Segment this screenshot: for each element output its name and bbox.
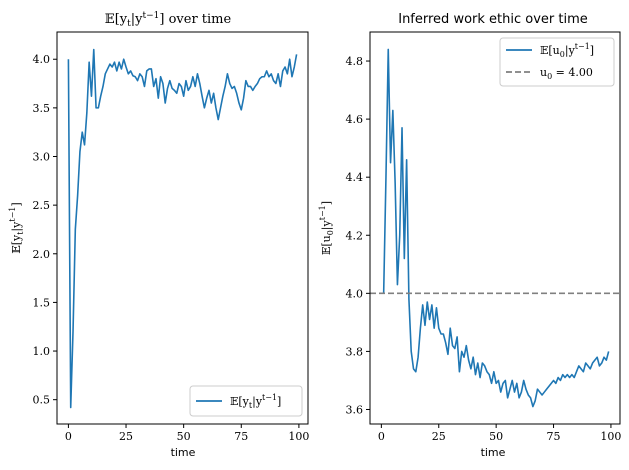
left-y-tick-label-5: 3.0 bbox=[33, 151, 51, 164]
right-x-axis-label: time bbox=[481, 446, 506, 459]
left-y-tick-label-2: 1.5 bbox=[33, 296, 51, 309]
right-series-line-0 bbox=[382, 48, 610, 408]
left-y-tick-label-1: 1.0 bbox=[33, 345, 51, 358]
right-x-tick-label-75: 75 bbox=[547, 430, 561, 443]
right-chart-title: Inferred work ethic over time bbox=[398, 12, 588, 27]
left-plot-frame bbox=[56, 31, 309, 425]
left-x-axis-label: time bbox=[171, 446, 196, 459]
right-legend-label-true-value: u0 = 4.00 bbox=[540, 66, 593, 81]
right-y-axis-label: 𝔼[u0|yt−1] bbox=[318, 201, 335, 255]
right-x-tick-label-100: 100 bbox=[600, 430, 621, 443]
left-x-tick-label-0: 0 bbox=[65, 430, 72, 443]
right-x-tick-label-50: 50 bbox=[489, 430, 503, 443]
left-legend-box bbox=[189, 385, 303, 417]
left-panel: 𝔼[yt|yt−1] over time 0 25 50 75 100 0.5 1.0 1.5… bbox=[8, 11, 309, 459]
left-series-line-0 bbox=[67, 48, 298, 409]
right-y-tick-label-4: 4.4 bbox=[346, 171, 364, 184]
left-chart-title: 𝔼[yt|yt−1] over time bbox=[105, 11, 232, 29]
left-y-tick-label-4: 2.5 bbox=[33, 199, 51, 212]
right-y-tick-label-5: 4.6 bbox=[346, 113, 364, 126]
left-legend: 𝔼[yt|yt−1] bbox=[189, 385, 303, 417]
left-y-tick-label-6: 3.5 bbox=[33, 102, 51, 115]
right-x-tick-label-0: 0 bbox=[378, 430, 385, 443]
right-plot-frame bbox=[369, 31, 621, 425]
right-x-tick-label-25: 25 bbox=[432, 430, 446, 443]
right-y-tick-label-2: 4.0 bbox=[346, 287, 364, 300]
right-y-tick-label-1: 3.8 bbox=[346, 345, 364, 358]
left-x-tick-label-75: 75 bbox=[234, 430, 248, 443]
right-y-tick-label-0: 3.6 bbox=[346, 403, 364, 416]
right-legend-label-posterior: 𝔼[u0|yt−1] bbox=[540, 42, 594, 59]
left-y-tick-label-3: 2.0 bbox=[33, 248, 51, 261]
left-y-tick-label-0: 0.5 bbox=[33, 394, 51, 407]
right-panel: Inferred work ethic over time 0 25 50 75 100… bbox=[318, 12, 621, 459]
left-x-tick-label-100: 100 bbox=[288, 430, 309, 443]
right-y-tick-label-6: 4.8 bbox=[346, 55, 364, 68]
left-y-tick-label-7: 4.0 bbox=[33, 53, 51, 66]
left-x-tick-label-25: 25 bbox=[119, 430, 133, 443]
right-legend: 𝔼[u0|yt−1] u0 = 4.00 bbox=[499, 37, 615, 87]
right-y-tick-label-3: 4.2 bbox=[346, 229, 364, 242]
left-x-tick-label-50: 50 bbox=[177, 430, 191, 443]
left-y-axis-label: 𝔼[yt|yt−1] bbox=[8, 202, 25, 253]
left-legend-label: 𝔼[yt|yt−1] bbox=[230, 393, 281, 410]
